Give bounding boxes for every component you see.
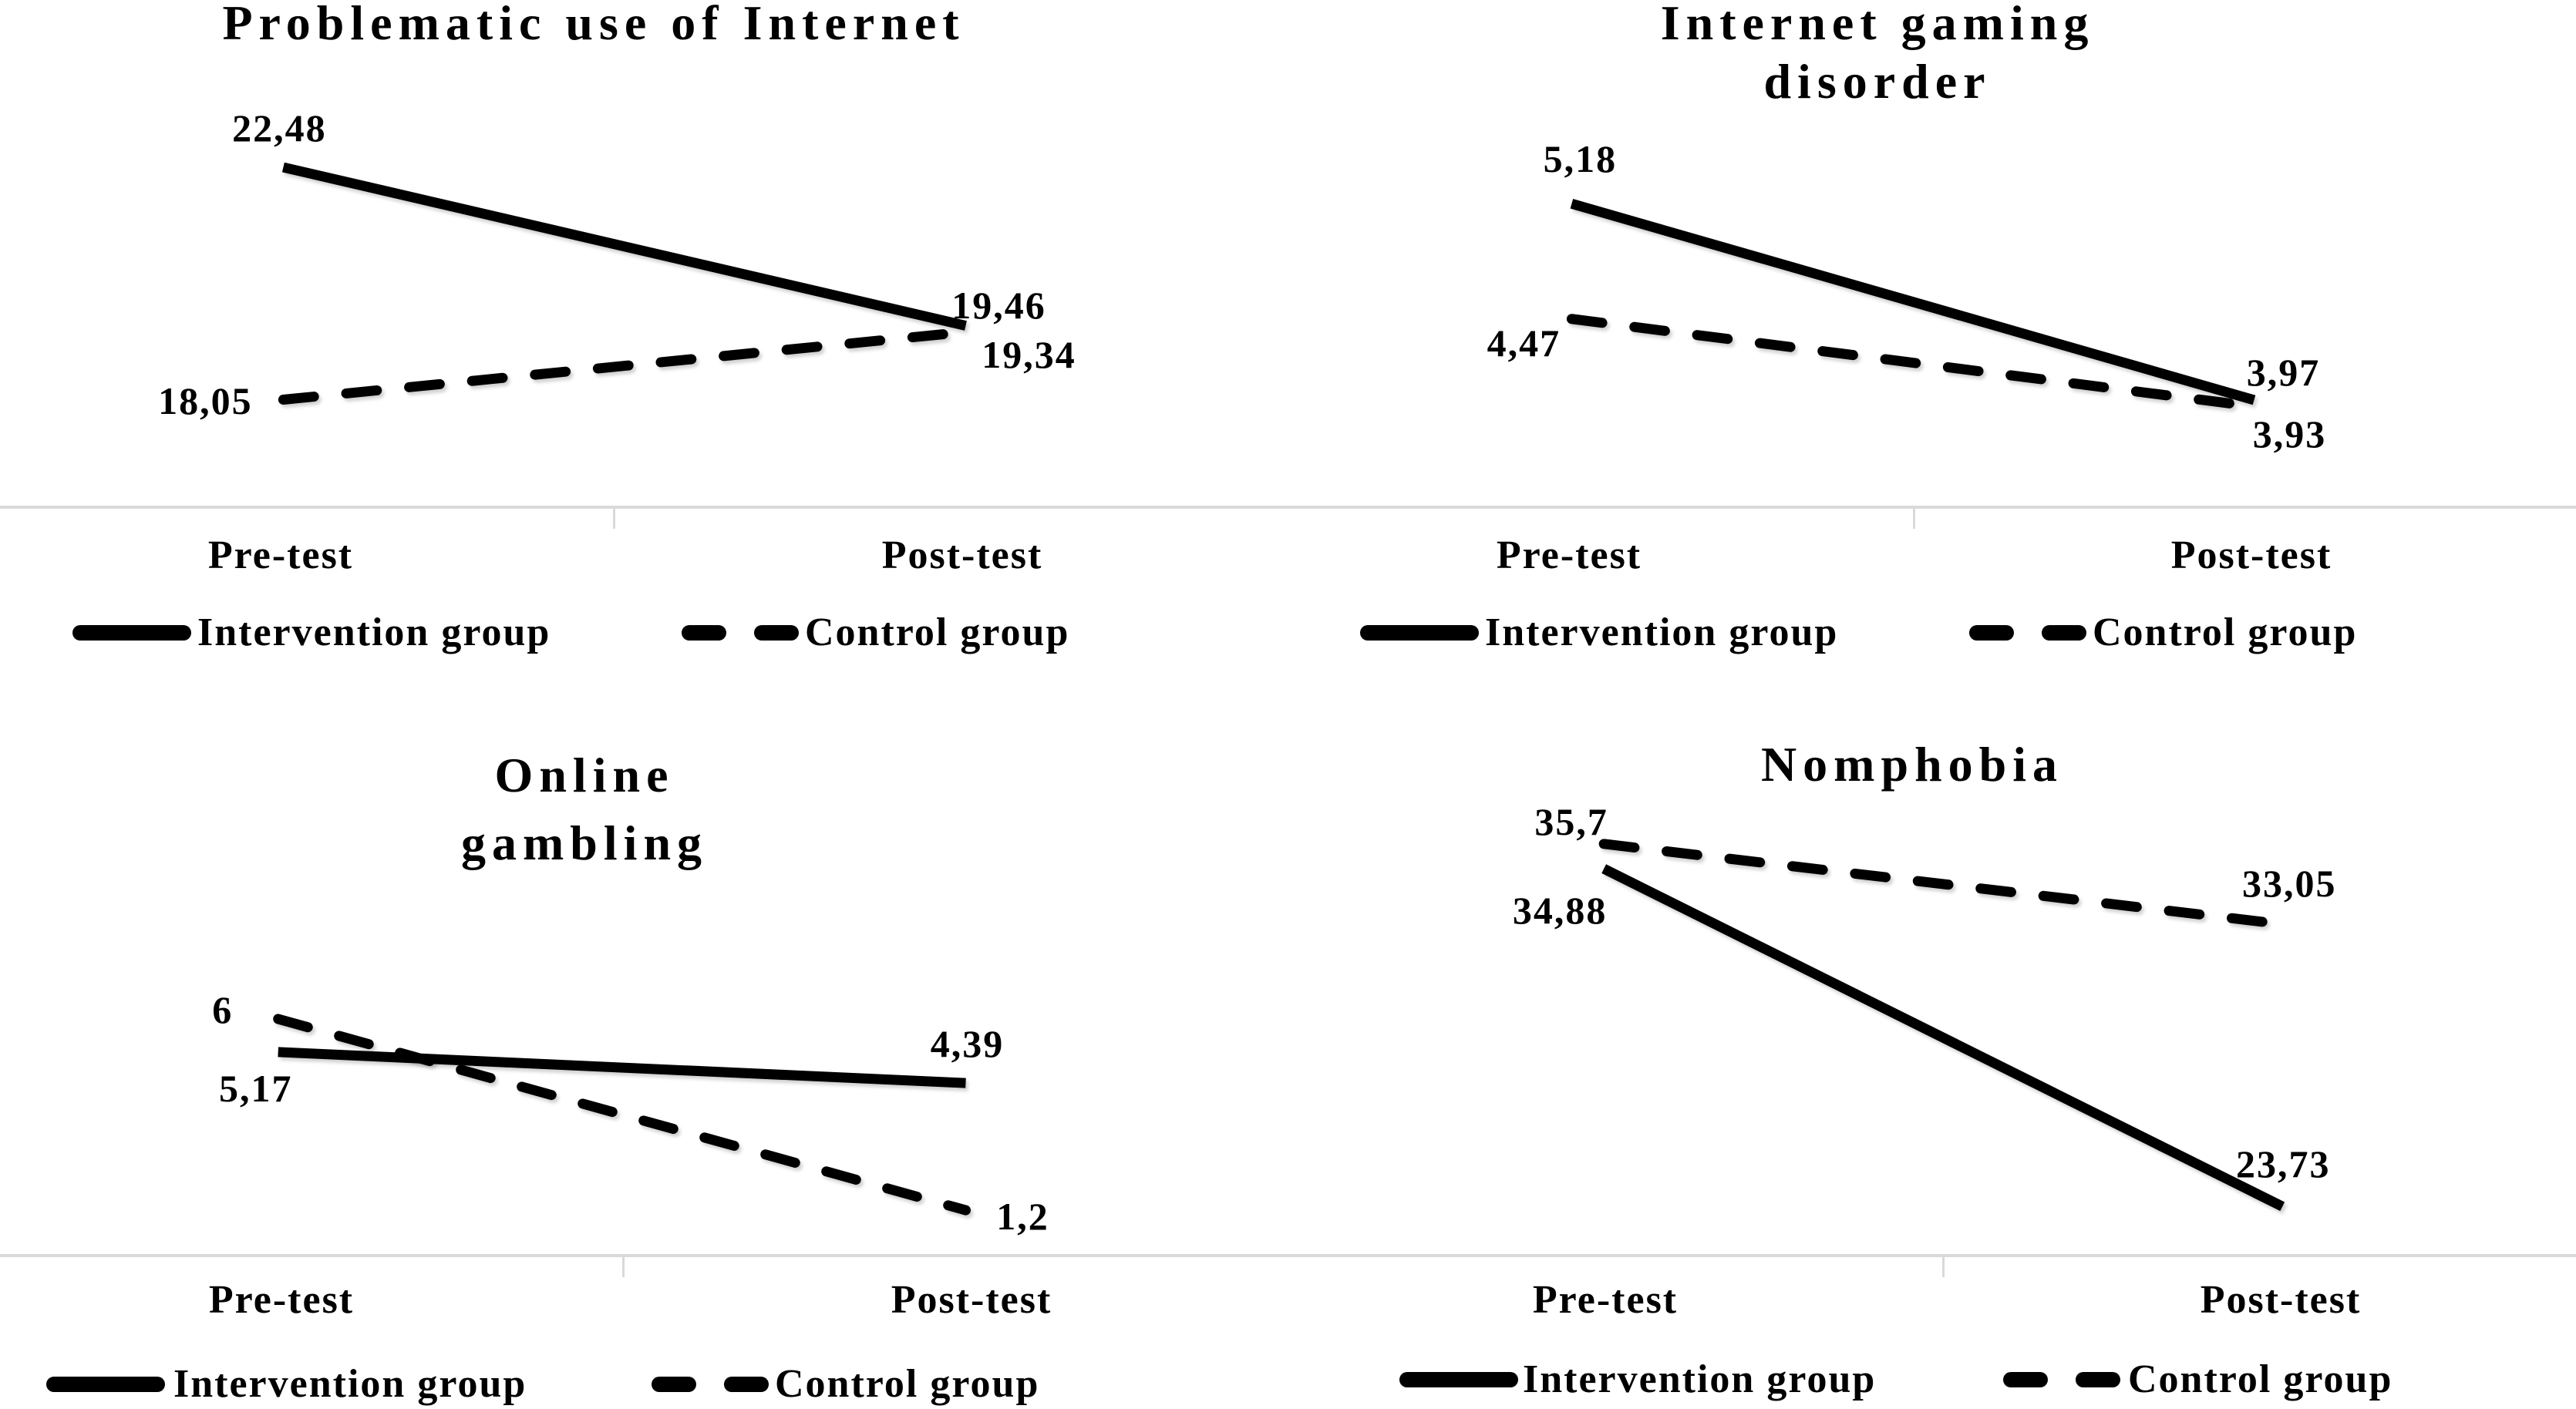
point-value-label: 3,93	[2252, 412, 2327, 456]
chart-title-line: Online	[494, 748, 675, 802]
intervention-line-swatch	[46, 1377, 165, 1392]
intervention-line	[281, 162, 967, 331]
point-value-label: 5,17	[218, 1066, 293, 1110]
control-line	[278, 327, 971, 405]
intervention-line-swatch	[1399, 1372, 1518, 1387]
x-axis-label-post-test: Post-test	[881, 533, 1043, 577]
axis-tick	[1913, 509, 1915, 529]
x-axis-label-pre-test: Pre-test	[1532, 1278, 1679, 1322]
chart-title: Internet gaming disorder	[1661, 0, 2095, 111]
point-value-label: 19,46	[951, 283, 1046, 327]
axis-tick	[1942, 1257, 1945, 1277]
chart-plot	[273, 1014, 971, 1216]
control-line-swatch	[2003, 1372, 2120, 1387]
dash-icon	[1969, 625, 2014, 641]
chart-title: Online gambling	[461, 741, 708, 877]
legend-label-intervention: Intervention group	[1485, 610, 1839, 654]
legend: Intervention group Control group	[0, 1364, 1288, 1405]
point-value-label: 4,47	[1487, 321, 1561, 365]
x-axis-label-pre-test: Pre-test	[208, 1278, 355, 1322]
x-axis-label-post-test: Post-test	[891, 1278, 1052, 1322]
axis-tick	[622, 1257, 625, 1277]
chart-title-line: gambling	[460, 815, 709, 870]
x-axis-label-post-test: Post-test	[2200, 1278, 2362, 1322]
point-value-label: 23,73	[2235, 1142, 2331, 1186]
point-value-label: 4,39	[930, 1022, 1005, 1066]
chart-point-labels: 22,48 19,46 18,05 19,34	[0, 77, 1288, 507]
x-axis-label-pre-test: Pre-test	[207, 533, 354, 577]
chart-title-line: Nomphobia	[1760, 737, 2064, 792]
chart-title-line: Internet gaming	[1660, 0, 2095, 50]
chart-point-labels: 5,17 4,39 6 1,2	[0, 879, 1288, 1256]
control-line-swatch	[682, 625, 799, 641]
legend: Intervention group Control group	[1288, 612, 2576, 654]
chart-online-gambling: Online gambling 5,17 4,39 6 1,2 Pre-test Po…	[0, 704, 1288, 1409]
point-value-label: 19,34	[982, 332, 1076, 376]
chart-title: Problematic use of Internet	[222, 0, 965, 52]
chart-plot	[278, 162, 971, 405]
chart-title: Nomphobia	[1761, 735, 2063, 794]
chart-title-line: disorder	[1763, 54, 1992, 109]
intervention-line-swatch	[1360, 625, 1479, 641]
intervention-line	[1601, 864, 2285, 1212]
control-line	[1598, 839, 2288, 930]
chart-nomophobia: Nomphobia 34,88 23,73 35,7 33,05 Pre-test P…	[1288, 704, 2576, 1409]
dash-icon	[652, 1377, 696, 1392]
chart-plot	[1566, 198, 2259, 412]
chart-title-line: Problematic use of Internet	[222, 0, 965, 50]
legend-label-control: Control group	[2128, 1357, 2393, 1401]
chart-internet-gaming-disorder: Internet gaming disorder 5,18 3,97 4,47 3,9…	[1288, 0, 2576, 704]
point-value-label: 33,05	[2241, 862, 2337, 905]
dash-icon	[2076, 1372, 2120, 1387]
legend-label-intervention: Intervention group	[173, 1362, 527, 1406]
point-value-label: 35,7	[1534, 799, 1608, 843]
chart-plot	[1598, 839, 2288, 1212]
chart-point-labels: 34,88 23,73 35,7 33,05	[1288, 794, 2576, 1256]
dash-icon	[682, 625, 726, 641]
chart-problematic-internet-use: Problematic use of Internet 22,48 19,46 18…	[0, 0, 1288, 704]
legend: Intervention group Control group	[1288, 1359, 2576, 1401]
legend-label-control: Control group	[775, 1362, 1040, 1406]
intervention-line-swatch	[72, 625, 191, 641]
legend-label-intervention: Intervention group	[1523, 1357, 1877, 1401]
intervention-line	[278, 1047, 966, 1088]
intervention-line	[1570, 198, 2256, 405]
point-value-label: 3,97	[2246, 351, 2321, 395]
control-line	[1566, 314, 2259, 412]
legend-label-control: Control group	[2093, 610, 2358, 654]
dash-icon	[2003, 1372, 2048, 1387]
x-axis-label-post-test: Post-test	[2170, 533, 2332, 577]
x-axis-line-top	[0, 506, 2576, 509]
legend-label-control: Control group	[805, 610, 1070, 654]
dash-icon	[2042, 625, 2086, 641]
legend-label-intervention: Intervention group	[197, 610, 551, 654]
control-line-swatch	[652, 1377, 769, 1392]
point-value-label: 34,88	[1512, 889, 1608, 933]
point-value-label: 18,05	[158, 378, 253, 422]
point-value-label: 22,48	[232, 106, 327, 150]
axis-tick	[613, 509, 615, 529]
x-axis-line-bottom	[0, 1254, 2576, 1257]
control-line	[273, 1014, 971, 1216]
point-value-label: 6	[212, 987, 234, 1031]
legend: Intervention group Control group	[0, 612, 1288, 654]
dash-icon	[754, 625, 799, 641]
control-line-swatch	[1969, 625, 2086, 641]
dash-icon	[724, 1377, 769, 1392]
point-value-label: 5,18	[1543, 137, 1618, 181]
x-axis-label-pre-test: Pre-test	[1496, 533, 1642, 577]
chart-point-labels: 5,18 3,97 4,47 3,93	[1288, 77, 2576, 507]
point-value-label: 1,2	[996, 1195, 1049, 1239]
